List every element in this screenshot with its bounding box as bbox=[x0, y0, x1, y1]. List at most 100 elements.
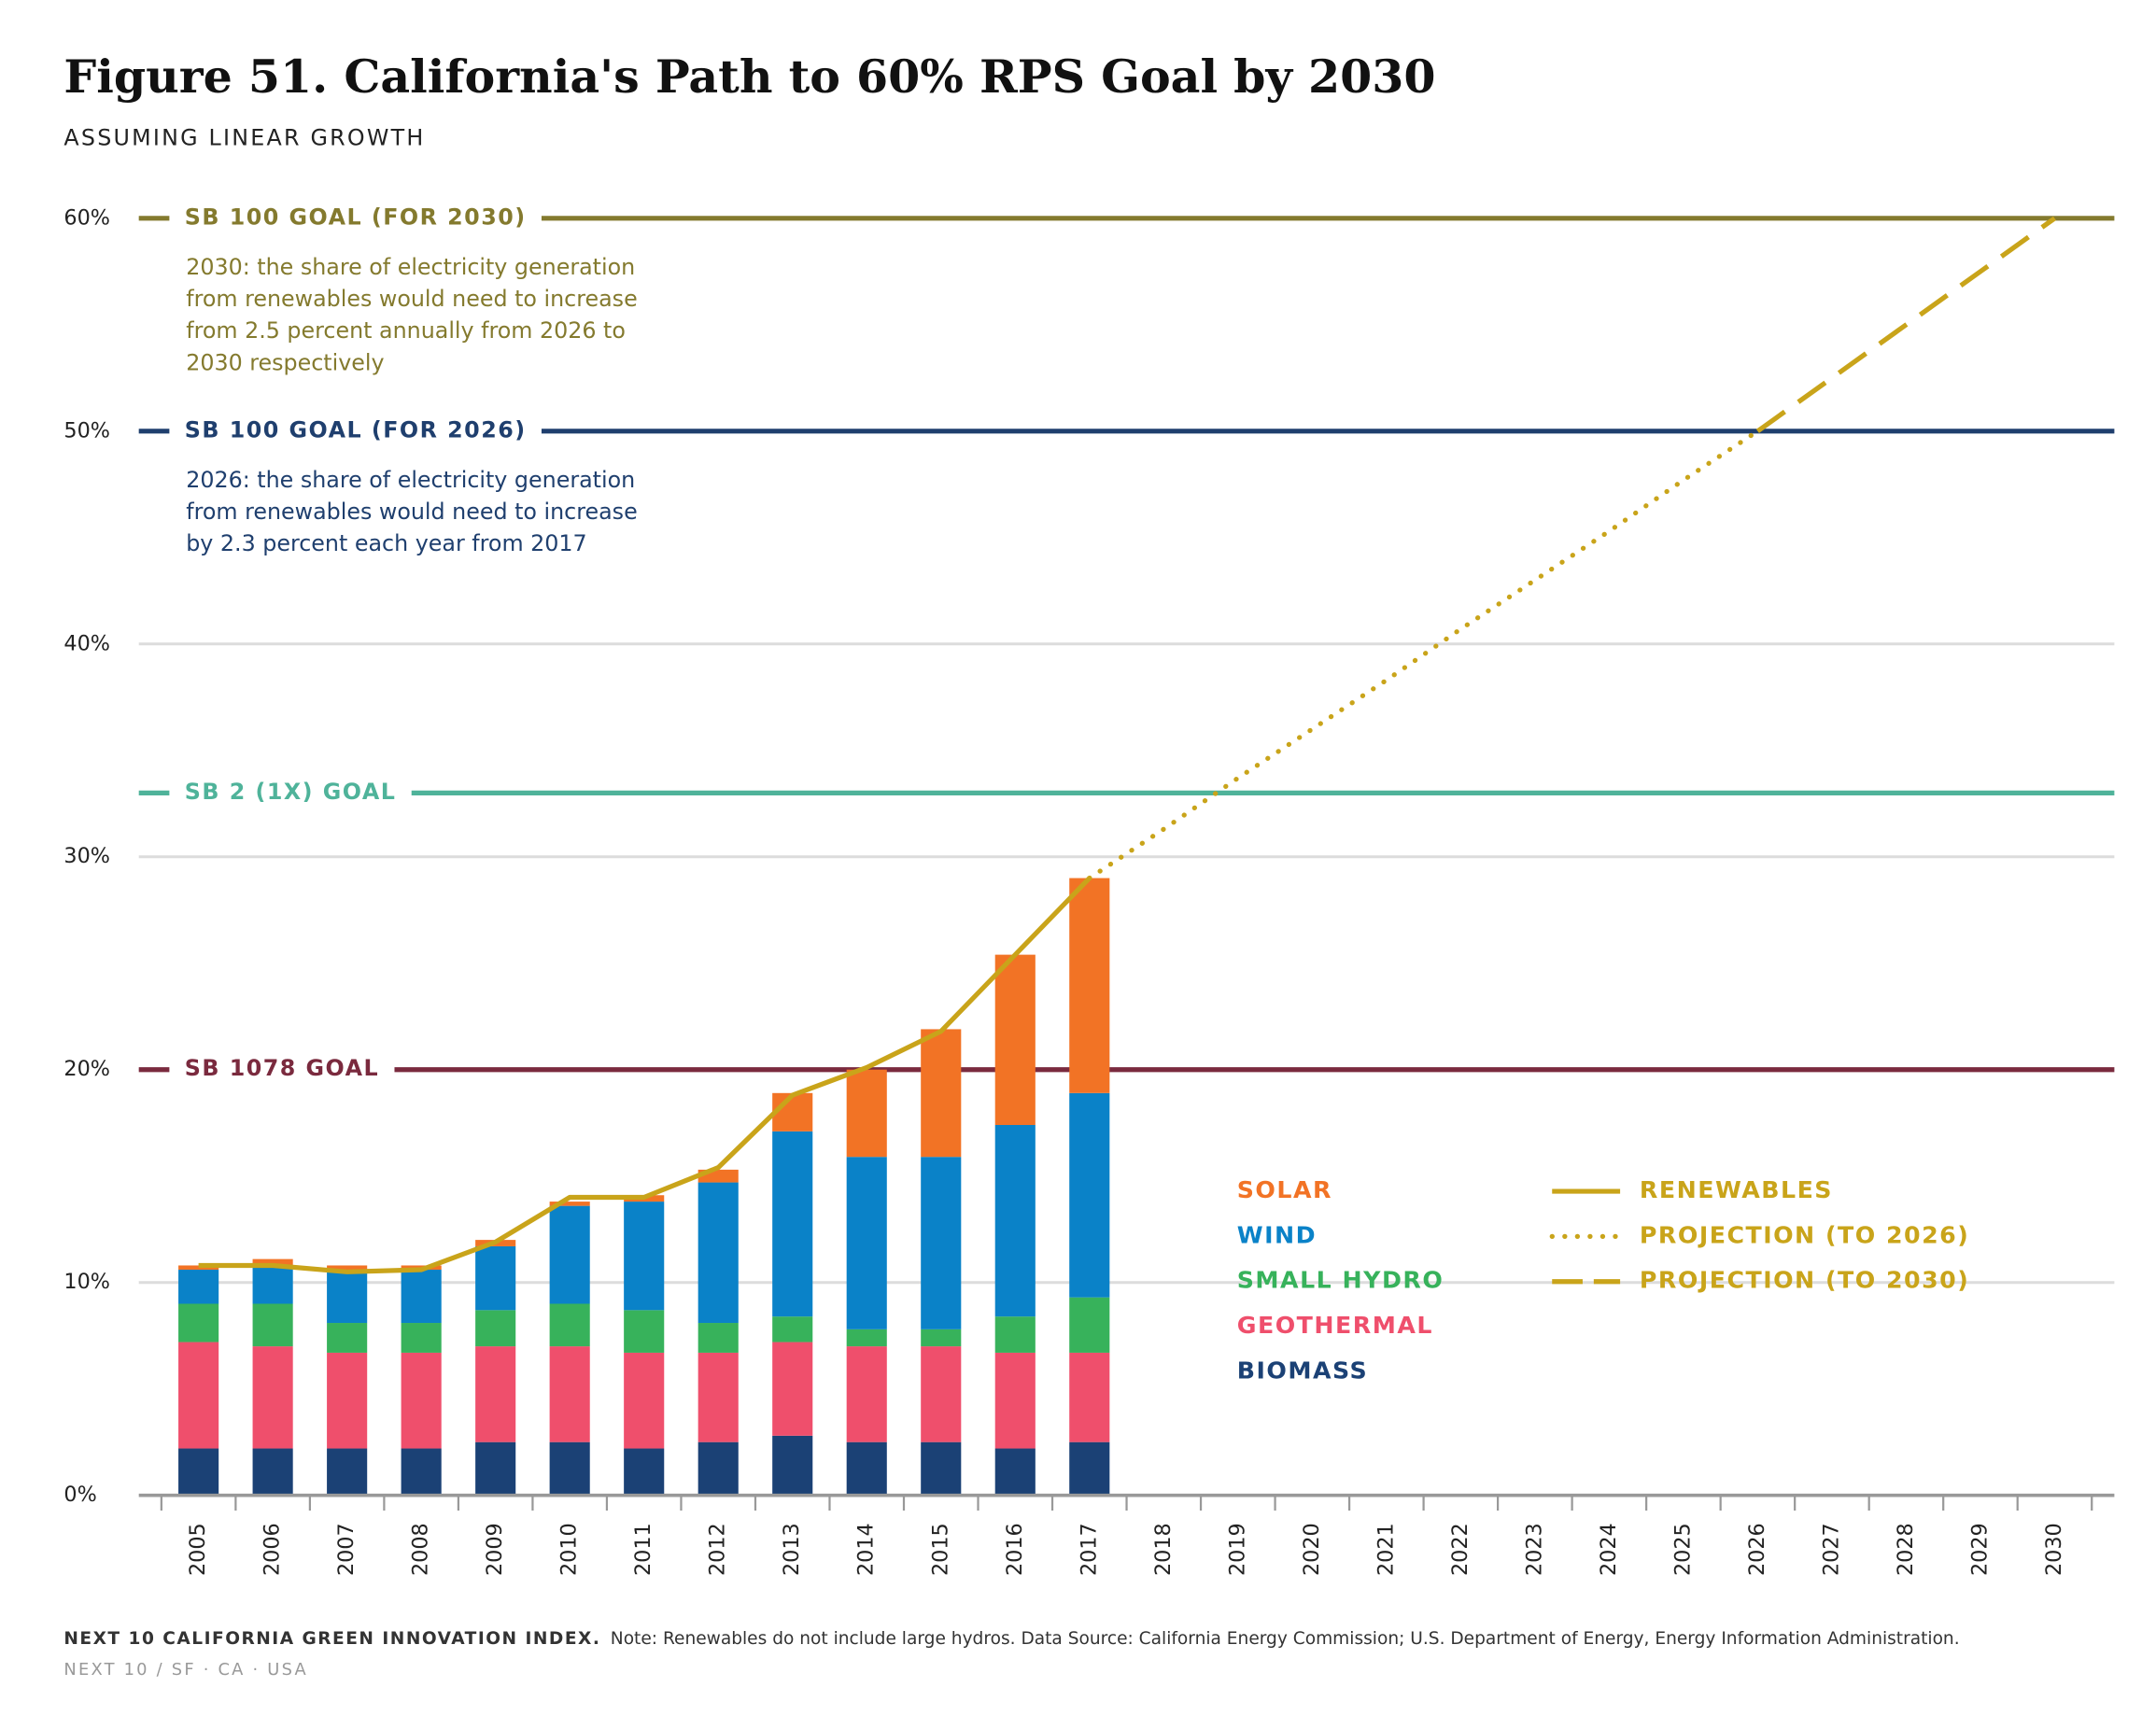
x-tick-label: 2013 bbox=[780, 1523, 804, 1576]
bar-segment bbox=[846, 1346, 887, 1442]
bars bbox=[178, 878, 1110, 1496]
bar-segment bbox=[252, 1258, 293, 1266]
goals: SB 100 GOAL (FOR 2030) 2030: the share of… bbox=[138, 201, 2115, 1087]
x-tick-label: 2025 bbox=[1670, 1523, 1695, 1576]
x-tick-label: 2026 bbox=[1745, 1523, 1769, 1576]
bar-segment bbox=[252, 1303, 293, 1347]
bar-segment bbox=[698, 1323, 739, 1353]
x-tick-label: 2030 bbox=[2042, 1523, 2066, 1576]
y-tick-label: 10% bbox=[63, 1270, 110, 1294]
x-tick-label: 2009 bbox=[483, 1523, 507, 1576]
goal-note: from 2.5 percent annually from 2026 to bbox=[186, 317, 626, 344]
y-tick-label: 0% bbox=[63, 1483, 96, 1507]
goal-label-bg bbox=[169, 201, 542, 235]
bar-segment bbox=[921, 1441, 962, 1496]
footer-source: NEXT 10 CALIFORNIA GREEN INNOVATION INDE… bbox=[63, 1628, 600, 1648]
lines bbox=[198, 216, 2056, 1274]
bar-segment bbox=[549, 1346, 590, 1442]
bar-segment bbox=[178, 1303, 219, 1342]
chart-subtitle: ASSUMING LINEAR GROWTH bbox=[63, 125, 425, 151]
bar-segment bbox=[772, 1131, 813, 1317]
x-tick-label: 2014 bbox=[854, 1523, 879, 1576]
goal-label: SB 1078 GOAL bbox=[185, 1055, 379, 1081]
legend-label: PROJECTION (TO 2030) bbox=[1640, 1267, 1969, 1294]
bar-segment bbox=[252, 1448, 293, 1496]
bar-segment bbox=[624, 1352, 665, 1449]
legend-label: GEOTHERMAL bbox=[1237, 1312, 1433, 1339]
goal-label-bg bbox=[169, 1052, 395, 1087]
bar-segment bbox=[772, 1435, 813, 1496]
legend-label: BIOMASS bbox=[1237, 1357, 1369, 1384]
bar-segment bbox=[1069, 1352, 1110, 1442]
goal-note: from renewables would need to increase bbox=[186, 286, 637, 312]
bar-segment bbox=[994, 1316, 1036, 1353]
x-tick-label: 2028 bbox=[1894, 1523, 1918, 1576]
goal-label-bg bbox=[169, 414, 542, 448]
bar-segment bbox=[624, 1202, 665, 1311]
bar-segment bbox=[549, 1202, 590, 1206]
line-dotted bbox=[1087, 429, 1761, 881]
bar-segment bbox=[624, 1310, 665, 1353]
bar-segment bbox=[698, 1182, 739, 1324]
x-tick-label: 2016 bbox=[1003, 1523, 1027, 1576]
legend-label: PROJECTION (TO 2026) bbox=[1640, 1221, 1969, 1248]
bar-segment bbox=[327, 1448, 368, 1496]
legend-label: SMALL HYDRO bbox=[1237, 1267, 1444, 1294]
legend: SOLAR WIND SMALL HYDRO GEOTHERMAL BIOMASS REN… bbox=[1237, 1176, 1969, 1384]
line-dashed bbox=[1755, 216, 2056, 433]
footer-text: NEXT 10 CALIFORNIA GREEN INNOVATION INDE… bbox=[63, 1628, 1959, 1648]
x-tick-label: 2006 bbox=[261, 1523, 285, 1576]
chart-title: Figure 51. California's Path to 60% RPS … bbox=[63, 49, 1435, 104]
y-tick-label: 30% bbox=[63, 844, 110, 868]
x-tick-label: 2020 bbox=[1300, 1523, 1324, 1576]
y-tick-label: 50% bbox=[63, 418, 110, 443]
bar-segment bbox=[994, 1125, 1036, 1317]
bar-segment bbox=[178, 1270, 219, 1304]
bar-segment bbox=[772, 1342, 813, 1436]
bar-segment bbox=[475, 1441, 516, 1496]
bar-segment bbox=[921, 1328, 962, 1347]
goal-note: 2030 respectively bbox=[186, 349, 384, 375]
goal-note: by 2.3 percent each year from 2017 bbox=[186, 530, 586, 556]
bar-segment bbox=[846, 1069, 887, 1158]
x-tick-label: 2011 bbox=[631, 1523, 655, 1576]
bar-segment bbox=[475, 1346, 516, 1442]
bar-segment bbox=[1069, 1297, 1110, 1353]
bar-segment bbox=[1069, 1441, 1110, 1496]
goal-note: 2030: the share of electricity generatio… bbox=[186, 254, 635, 280]
x-tick-label: 2010 bbox=[557, 1523, 582, 1576]
x-tick-label: 2018 bbox=[1151, 1523, 1176, 1576]
x-tick-label: 2015 bbox=[928, 1523, 952, 1576]
bar-segment bbox=[549, 1303, 590, 1347]
bar-segment bbox=[846, 1441, 887, 1496]
bar-segment bbox=[921, 1029, 962, 1158]
legend-label: RENEWABLES bbox=[1640, 1176, 1833, 1203]
bar-segment bbox=[327, 1323, 368, 1353]
x-tick-label: 2021 bbox=[1374, 1523, 1398, 1576]
bar-segment bbox=[994, 954, 1036, 1126]
bar-segment bbox=[772, 1092, 813, 1132]
x-tick-label: 2007 bbox=[334, 1523, 359, 1576]
bar-segment bbox=[549, 1205, 590, 1304]
bar-segment bbox=[327, 1352, 368, 1449]
bar-segment bbox=[698, 1352, 739, 1442]
footer-tagline: NEXT 10 / SF · CA · USA bbox=[63, 1660, 308, 1680]
bar-segment bbox=[401, 1448, 442, 1496]
legend-label: SOLAR bbox=[1237, 1176, 1332, 1203]
bar-segment bbox=[549, 1441, 590, 1496]
bar-segment bbox=[1069, 878, 1110, 1093]
bar-segment bbox=[994, 1448, 1036, 1496]
goal-note: 2026: the share of electricity generatio… bbox=[186, 467, 635, 493]
goal-note: from renewables would need to increase bbox=[186, 499, 637, 525]
x-tick-label: 2012 bbox=[706, 1523, 730, 1576]
x-tick-label: 2027 bbox=[1819, 1523, 1843, 1576]
x-tick-label: 2024 bbox=[1597, 1523, 1621, 1576]
bar-segment bbox=[475, 1245, 516, 1311]
x-tick-label: 2019 bbox=[1225, 1523, 1249, 1576]
bar-segment bbox=[327, 1265, 368, 1271]
bar-segment bbox=[846, 1157, 887, 1329]
bar-segment bbox=[1069, 1092, 1110, 1298]
axis: 2005 2006 2007 2008 2009 2010 2011 2012 2013 2014… bbox=[138, 1493, 2115, 1576]
bar-segment bbox=[475, 1310, 516, 1347]
